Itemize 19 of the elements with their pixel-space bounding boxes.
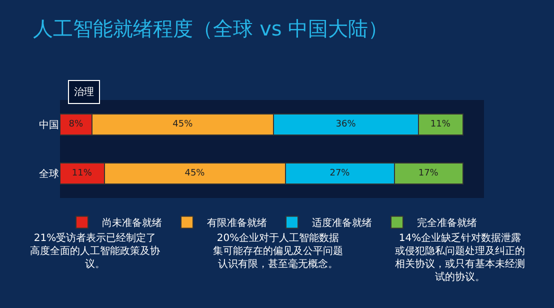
text: 21%受访者表示已经制定了高度全面的人工智能政策及协议。 [30, 232, 160, 270]
data-label: 8% [68, 120, 84, 130]
chart-subtitle: 治理 [74, 86, 94, 98]
chart-title: 人工智能就绪程度（全球 vs 中国大陆） [33, 16, 388, 41]
legend-label: 有限准备就绪 [207, 217, 267, 230]
legend-label: 尚未准备就绪 [102, 217, 162, 230]
text: 14%企业缺乏针对数据泄露或侵犯隐私问题处理及纠正的相关协议，或只有基本未经测试的协议。 [395, 232, 525, 283]
data-label: 45% [184, 168, 206, 178]
legend-label: 完全准备就绪 [417, 217, 477, 230]
data-label: 11% [430, 120, 451, 130]
data-label: 27% [330, 168, 350, 178]
data-label: 11% [72, 168, 92, 178]
y-tick-label: 全球 [39, 168, 59, 180]
data-label: 17% [418, 168, 439, 178]
data-label: 45% [172, 120, 194, 130]
legend-label: 适度准备就绪 [312, 217, 372, 230]
text: 20%企业对于人工智能数据集可能存在的偏见及公平问题认识有限，甚至毫无概念。 [213, 232, 343, 270]
data-label: 36% [336, 120, 356, 130]
y-tick-label: 中国 [39, 119, 59, 131]
